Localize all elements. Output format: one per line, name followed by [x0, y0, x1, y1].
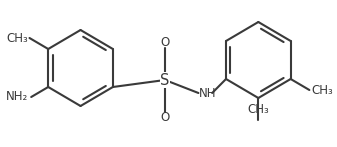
Text: CH₃: CH₃	[311, 83, 333, 96]
Text: NH₂: NH₂	[6, 91, 29, 103]
Text: NH: NH	[198, 86, 216, 100]
Text: O: O	[160, 111, 170, 123]
Text: S: S	[160, 72, 170, 87]
Text: CH₃: CH₃	[6, 31, 28, 45]
Text: CH₃: CH₃	[247, 103, 269, 116]
Text: O: O	[160, 36, 170, 50]
